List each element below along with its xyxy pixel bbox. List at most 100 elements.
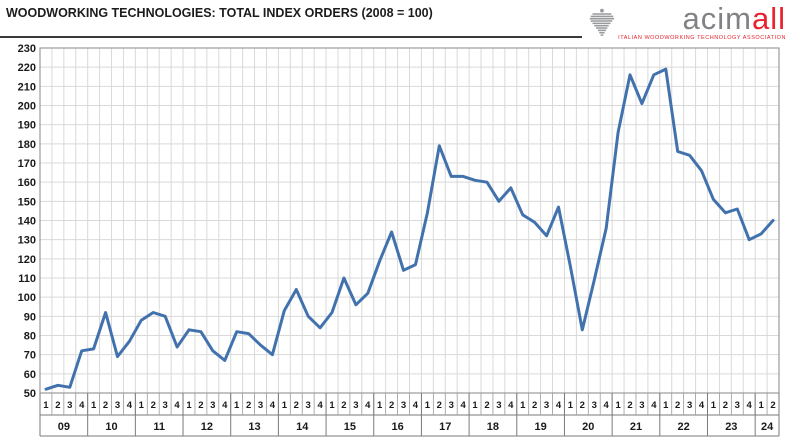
y-tick-label: 50 bbox=[24, 388, 36, 400]
y-tick-label: 70 bbox=[24, 350, 36, 362]
quarter-label: 4 bbox=[365, 400, 371, 411]
y-tick-label: 190 bbox=[18, 120, 36, 132]
quarter-label: 2 bbox=[55, 400, 60, 411]
quarter-label: 2 bbox=[723, 400, 728, 411]
quarter-label: 1 bbox=[43, 400, 49, 411]
y-tick-label: 100 bbox=[18, 292, 36, 304]
y-tick-label: 120 bbox=[18, 254, 36, 266]
quarter-label: 2 bbox=[770, 400, 775, 411]
quarter-label: 4 bbox=[699, 400, 705, 411]
quarter-label: 1 bbox=[139, 400, 145, 411]
y-tick-label: 220 bbox=[18, 62, 36, 74]
quarter-label: 3 bbox=[687, 400, 692, 411]
quarter-label: 2 bbox=[389, 400, 394, 411]
quarter-label: 2 bbox=[294, 400, 299, 411]
quarter-label: 1 bbox=[186, 400, 192, 411]
quarter-label: 3 bbox=[67, 400, 72, 411]
logo-wordmark: acimall bbox=[682, 1, 786, 36]
logo-text-red: all bbox=[751, 1, 786, 36]
quarter-label: 4 bbox=[508, 400, 514, 411]
year-label: 13 bbox=[248, 421, 260, 433]
year-label: 23 bbox=[725, 421, 737, 433]
y-tick-label: 90 bbox=[24, 311, 36, 323]
quarter-label: 1 bbox=[520, 400, 526, 411]
quarter-label: 2 bbox=[580, 400, 585, 411]
quarter-label: 3 bbox=[496, 400, 501, 411]
quarter-label: 3 bbox=[449, 400, 454, 411]
quarter-label: 1 bbox=[568, 400, 574, 411]
orders-index-series bbox=[44, 67, 775, 391]
quarter-label: 4 bbox=[651, 400, 657, 411]
quarter-label: 3 bbox=[735, 400, 740, 411]
quarter-label: 4 bbox=[747, 400, 753, 411]
year-label: 09 bbox=[58, 421, 70, 433]
year-label: 15 bbox=[344, 421, 356, 433]
quarter-label: 1 bbox=[234, 400, 240, 411]
quarter-label: 1 bbox=[329, 400, 335, 411]
quarter-label: 1 bbox=[282, 400, 288, 411]
quarter-label: 3 bbox=[544, 400, 549, 411]
header-divider bbox=[0, 36, 616, 38]
year-label: 18 bbox=[487, 421, 499, 433]
quarter-label: 3 bbox=[115, 400, 120, 411]
y-tick-label: 180 bbox=[18, 139, 36, 151]
chart-title: WOODWORKING TECHNOLOGIES: TOTAL INDEX OR… bbox=[6, 6, 433, 20]
quarter-label: 3 bbox=[401, 400, 406, 411]
quarter-label: 3 bbox=[306, 400, 311, 411]
quarter-label: 2 bbox=[627, 400, 632, 411]
y-tick-label: 160 bbox=[18, 177, 36, 189]
quarter-label: 2 bbox=[341, 400, 346, 411]
quarter-label: 2 bbox=[103, 400, 108, 411]
quarter-label: 1 bbox=[91, 400, 97, 411]
y-tick-label: 200 bbox=[18, 101, 36, 113]
logo-text-gray: acim bbox=[682, 1, 752, 36]
quarter-label: 4 bbox=[174, 400, 180, 411]
quarter-label: 4 bbox=[79, 400, 85, 411]
y-tick-label: 60 bbox=[24, 369, 36, 381]
quarter-label: 4 bbox=[556, 400, 562, 411]
quarter-label: 2 bbox=[675, 400, 680, 411]
year-label: 20 bbox=[582, 421, 594, 433]
year-label: 14 bbox=[296, 421, 309, 433]
quarter-label: 3 bbox=[353, 400, 358, 411]
quarter-label: 3 bbox=[163, 400, 168, 411]
quarter-label: 2 bbox=[484, 400, 489, 411]
quarter-label: 3 bbox=[639, 400, 644, 411]
y-tick-label: 80 bbox=[24, 331, 36, 343]
logo-tagline: ITALIAN WOODWORKING TECHNOLOGY ASSOCIATI… bbox=[618, 35, 786, 41]
quarter-label: 1 bbox=[425, 400, 431, 411]
quarter-label: 4 bbox=[127, 400, 133, 411]
y-tick-label: 150 bbox=[18, 196, 36, 208]
year-label: 11 bbox=[153, 421, 165, 433]
quarter-label: 2 bbox=[151, 400, 156, 411]
quarter-label: 2 bbox=[437, 400, 442, 411]
year-label: 17 bbox=[439, 421, 451, 433]
year-label: 21 bbox=[630, 421, 642, 433]
quarter-label: 2 bbox=[198, 400, 203, 411]
quarter-label: 4 bbox=[222, 400, 228, 411]
quarter-label: 4 bbox=[317, 400, 323, 411]
quarter-label: 4 bbox=[604, 400, 610, 411]
quarter-label: 4 bbox=[413, 400, 419, 411]
year-label: 19 bbox=[534, 421, 546, 433]
year-label: 12 bbox=[201, 421, 213, 433]
y-tick-label: 210 bbox=[18, 81, 36, 93]
quarter-label: 2 bbox=[532, 400, 537, 411]
quarter-label: 1 bbox=[758, 400, 764, 411]
year-label: 16 bbox=[391, 421, 403, 433]
acimall-logo: acimall ITALIAN WOODWORKING TECHNOLOGY A… bbox=[582, 2, 788, 44]
y-tick-label: 110 bbox=[18, 273, 36, 285]
y-tick-label: 230 bbox=[18, 43, 36, 55]
y-tick-label: 130 bbox=[18, 235, 36, 247]
quarter-label: 2 bbox=[246, 400, 251, 411]
y-tick-label: 140 bbox=[18, 216, 36, 228]
quarter-label: 3 bbox=[258, 400, 263, 411]
quarter-label: 4 bbox=[460, 400, 466, 411]
year-label: 24 bbox=[761, 421, 774, 433]
quarter-label: 1 bbox=[711, 400, 717, 411]
eagle-icon bbox=[588, 7, 615, 44]
quarter-label: 4 bbox=[270, 400, 276, 411]
year-label: 22 bbox=[678, 421, 690, 433]
